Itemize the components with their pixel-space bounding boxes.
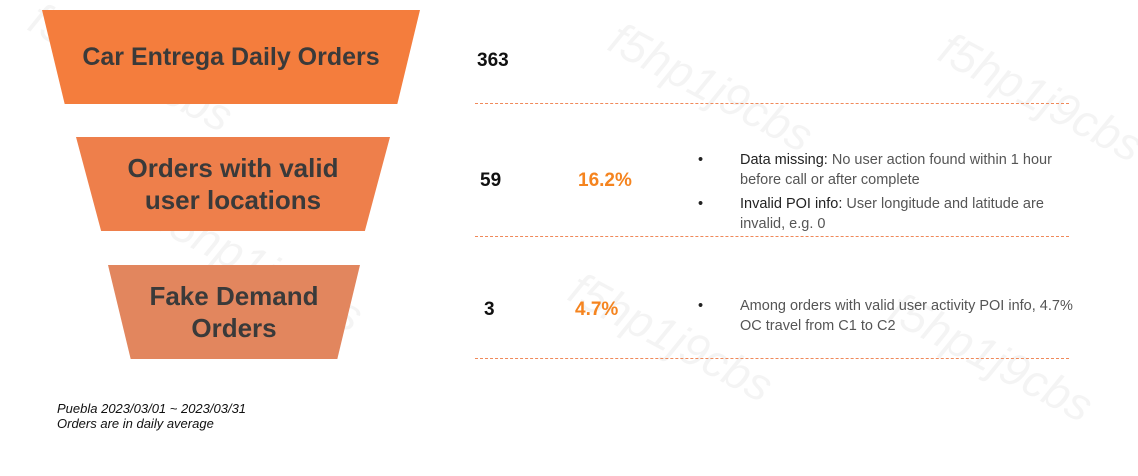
funnel-stage-label: user locations xyxy=(144,185,322,215)
divider-line xyxy=(475,103,1069,104)
note-term: Data missing: xyxy=(740,152,828,168)
stage3-percent: 4.7% xyxy=(575,299,619,320)
funnel-stage-fake-demand: Fake Demand Orders xyxy=(108,265,360,359)
funnel-stage-label: Orders with valid xyxy=(127,153,339,183)
bullet-icon: • xyxy=(698,196,704,212)
note-text: Among orders with valid user activity PO… xyxy=(740,298,1073,334)
stage2-notes: • Data missing: No user action found wit… xyxy=(698,150,1078,238)
funnel-stage-valid-locations: Orders with valid user locations xyxy=(76,137,390,231)
note-text: No user action found within 1 hour befor… xyxy=(740,152,1052,188)
stage3-notes: • Among orders with valid user activity … xyxy=(698,296,1090,340)
note-item: • Data missing: No user action found wit… xyxy=(698,150,1078,190)
stage3-count: 3 xyxy=(484,299,495,320)
footer-average-note: Orders are in daily average xyxy=(57,416,214,431)
footer-date-range: Puebla 2023/03/01 ~ 2023/03/31 xyxy=(57,401,247,416)
note-term: Invalid POI info: xyxy=(740,196,843,212)
watermark-text: f5hp1j9cbs xyxy=(600,11,822,163)
note-item: • Among orders with valid user activity … xyxy=(698,296,1090,336)
funnel-stage-label: Fake Demand xyxy=(149,281,319,311)
stage1-count: 363 xyxy=(477,50,509,71)
note-item: • Invalid POI info: User longitude and l… xyxy=(698,194,1078,234)
funnel-stage-label: Orders xyxy=(191,313,277,343)
divider-line xyxy=(475,236,1069,237)
funnel-stage-daily-orders: Car Entrega Daily Orders xyxy=(42,10,420,104)
footer-note: Puebla 2023/03/01 ~ 2023/03/31 Orders ar… xyxy=(57,401,246,431)
divider-line xyxy=(475,358,1069,359)
stage2-count: 59 xyxy=(480,170,502,191)
stage2-percent: 16.2% xyxy=(578,170,632,191)
bullet-icon: • xyxy=(698,298,704,314)
note-text: User longitude and latitude are invalid,… xyxy=(740,196,1044,232)
funnel-stage-label: Car Entrega Daily Orders xyxy=(82,42,380,71)
bullet-icon: • xyxy=(698,152,704,168)
